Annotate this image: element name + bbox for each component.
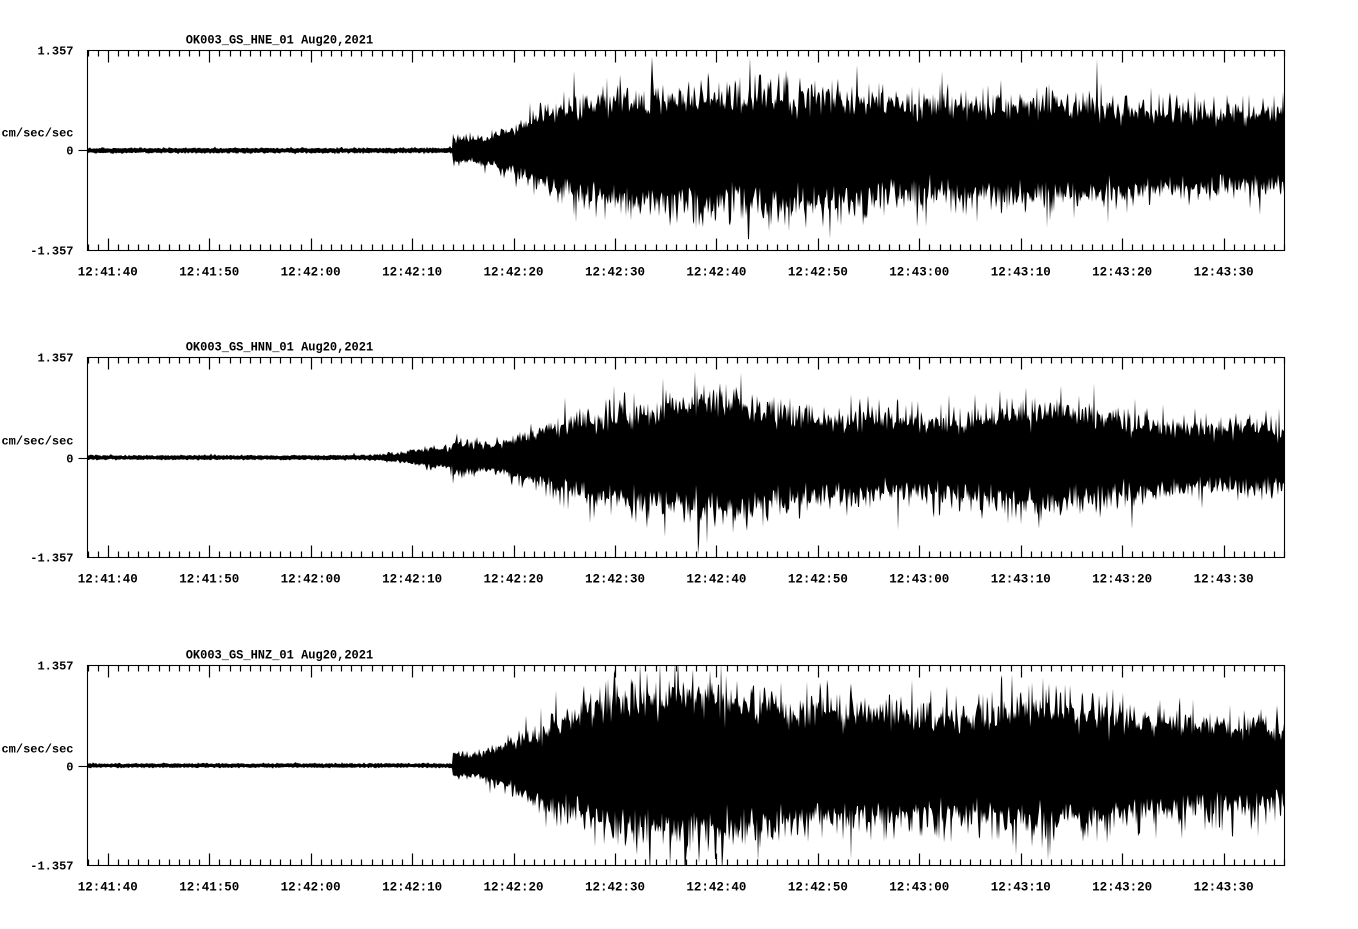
svg-text:12:42:20: 12:42:20 <box>484 881 544 895</box>
svg-text:OK003_GS_HNN_01 Aug20,2021: OK003_GS_HNN_01 Aug20,2021 <box>186 341 374 355</box>
svg-text:12:42:40: 12:42:40 <box>686 573 746 587</box>
svg-text:12:42:40: 12:42:40 <box>686 881 746 895</box>
svg-text:-1.357: -1.357 <box>30 245 73 259</box>
svg-text:0: 0 <box>66 453 73 467</box>
svg-text:cm/sec/sec: cm/sec/sec <box>1 127 73 141</box>
svg-text:12:41:50: 12:41:50 <box>179 266 239 280</box>
svg-text:12:42:50: 12:42:50 <box>788 266 848 280</box>
svg-text:12:43:20: 12:43:20 <box>1092 881 1152 895</box>
svg-text:12:42:30: 12:42:30 <box>585 266 645 280</box>
svg-text:cm/sec/sec: cm/sec/sec <box>1 435 73 449</box>
svg-text:1.357: 1.357 <box>37 660 73 674</box>
svg-text:12:42:50: 12:42:50 <box>788 573 848 587</box>
svg-text:12:42:10: 12:42:10 <box>382 573 442 587</box>
svg-text:12:42:20: 12:42:20 <box>484 573 544 587</box>
svg-text:12:43:00: 12:43:00 <box>889 266 949 280</box>
svg-text:0: 0 <box>66 761 73 775</box>
svg-text:12:41:40: 12:41:40 <box>78 881 138 895</box>
svg-text:12:43:30: 12:43:30 <box>1194 266 1254 280</box>
svg-text:12:42:50: 12:42:50 <box>788 881 848 895</box>
svg-text:12:43:30: 12:43:30 <box>1194 573 1254 587</box>
svg-text:12:41:40: 12:41:40 <box>78 573 138 587</box>
svg-text:cm/sec/sec: cm/sec/sec <box>1 743 73 757</box>
svg-text:0: 0 <box>66 145 73 159</box>
svg-text:1.357: 1.357 <box>37 352 73 366</box>
svg-text:12:43:10: 12:43:10 <box>991 266 1051 280</box>
svg-text:12:43:10: 12:43:10 <box>991 881 1051 895</box>
svg-text:12:43:10: 12:43:10 <box>991 573 1051 587</box>
svg-text:12:43:00: 12:43:00 <box>889 573 949 587</box>
svg-text:12:42:30: 12:42:30 <box>585 881 645 895</box>
svg-text:12:42:00: 12:42:00 <box>281 881 341 895</box>
svg-text:12:42:30: 12:42:30 <box>585 573 645 587</box>
svg-text:12:43:30: 12:43:30 <box>1194 881 1254 895</box>
svg-text:12:41:50: 12:41:50 <box>179 573 239 587</box>
svg-text:OK003_GS_HNE_01 Aug20,2021: OK003_GS_HNE_01 Aug20,2021 <box>186 34 374 48</box>
svg-text:12:43:20: 12:43:20 <box>1092 573 1152 587</box>
svg-text:12:41:40: 12:41:40 <box>78 266 138 280</box>
svg-text:12:41:50: 12:41:50 <box>179 881 239 895</box>
svg-text:12:43:00: 12:43:00 <box>889 881 949 895</box>
svg-text:12:43:20: 12:43:20 <box>1092 266 1152 280</box>
svg-text:12:42:20: 12:42:20 <box>484 266 544 280</box>
svg-text:12:42:10: 12:42:10 <box>382 266 442 280</box>
svg-text:-1.357: -1.357 <box>30 860 73 874</box>
svg-text:12:42:00: 12:42:00 <box>281 573 341 587</box>
svg-text:12:42:00: 12:42:00 <box>281 266 341 280</box>
svg-text:12:42:10: 12:42:10 <box>382 881 442 895</box>
svg-text:1.357: 1.357 <box>37 45 73 59</box>
svg-text:-1.357: -1.357 <box>30 552 73 566</box>
svg-text:12:42:40: 12:42:40 <box>686 266 746 280</box>
svg-text:OK003_GS_HNZ_01 Aug20,2021: OK003_GS_HNZ_01 Aug20,2021 <box>186 649 374 663</box>
